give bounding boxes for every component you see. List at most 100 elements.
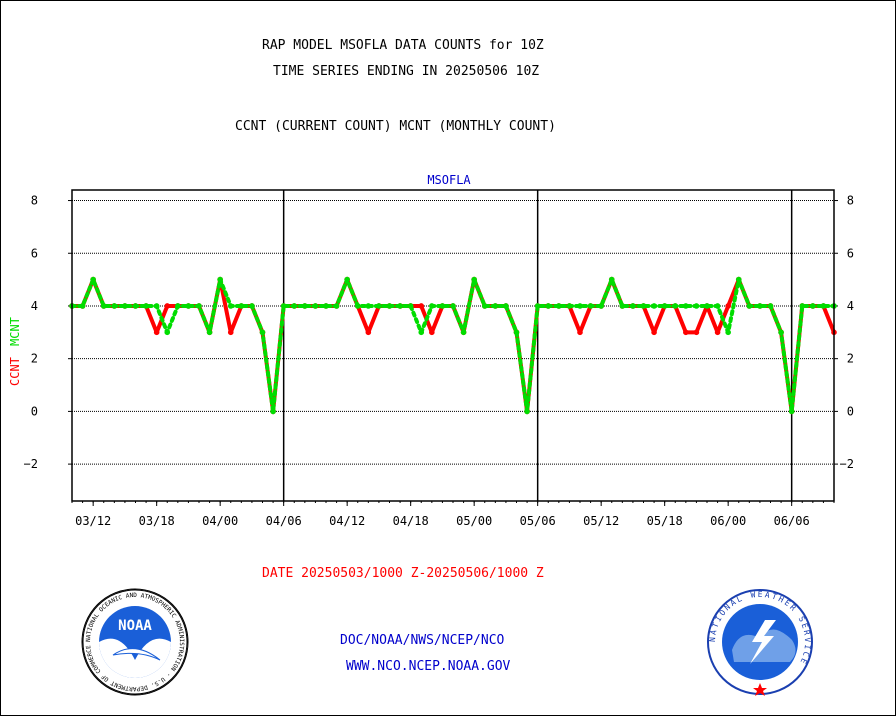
data-point-mcnt — [238, 303, 245, 309]
xtick-label: 05/18 — [647, 514, 683, 528]
data-point-mcnt — [608, 276, 615, 283]
data-point-mcnt — [683, 303, 689, 309]
data-point-mcnt — [513, 329, 520, 336]
chart-title-line1: RAP MODEL MSOFLA DATA COUNTS for 10Z — [262, 38, 544, 53]
data-point-ccnt — [714, 329, 721, 336]
data-point-mcnt — [619, 303, 626, 309]
ytick-label-left: 0 — [31, 404, 38, 418]
data-point-mcnt — [545, 303, 552, 309]
ytick-label-right: −2 — [840, 457, 854, 471]
data-point-mcnt — [746, 303, 753, 309]
data-point-mcnt — [344, 276, 350, 283]
data-point-mcnt — [312, 303, 319, 309]
xtick-label: 05/06 — [520, 514, 556, 528]
date-range: DATE 20250503/1000 Z-20250506/1000 Z — [262, 566, 544, 581]
data-point-mcnt — [460, 329, 467, 336]
data-point-mcnt — [270, 408, 276, 415]
data-point-mcnt — [365, 303, 372, 309]
xtick-label: 03/18 — [139, 514, 175, 528]
data-point-mcnt — [757, 303, 763, 309]
data-point-ccnt — [418, 303, 425, 309]
ytick-label-left: 4 — [31, 299, 38, 313]
data-point-mcnt — [735, 276, 742, 283]
data-point-mcnt — [418, 329, 425, 336]
data-point-mcnt — [566, 303, 573, 309]
org-path: DOC/NOAA/NWS/NCEP/NCO — [340, 633, 505, 648]
data-point-mcnt — [206, 329, 213, 336]
ytick-label-left: 6 — [31, 246, 38, 260]
data-point-mcnt — [100, 303, 107, 309]
data-point-mcnt — [429, 303, 435, 309]
data-point-mcnt — [788, 408, 795, 415]
data-point-mcnt — [556, 303, 562, 309]
data-point-mcnt — [471, 276, 477, 283]
noaa-logo: NOAA NATIONAL OCEANIC AND ATMOSPHERIC AD… — [81, 588, 189, 696]
ytick-label-right: 6 — [847, 246, 854, 260]
data-point-mcnt — [217, 276, 223, 283]
data-point-mcnt — [376, 303, 382, 309]
data-point-ccnt — [651, 329, 657, 336]
data-point-mcnt — [439, 303, 446, 309]
data-point-mcnt — [397, 303, 403, 309]
station-title: MSOFLA — [427, 173, 471, 187]
data-point-mcnt — [90, 276, 96, 283]
data-point-mcnt — [302, 303, 308, 309]
data-point-mcnt — [577, 303, 583, 309]
ytick-label-right: 0 — [847, 404, 854, 418]
data-point-mcnt — [111, 303, 118, 309]
data-point-ccnt — [429, 329, 435, 336]
data-point-mcnt — [630, 303, 636, 309]
data-point-mcnt — [778, 329, 784, 336]
data-point-mcnt — [503, 303, 509, 309]
data-point-ccnt — [153, 329, 160, 336]
series-line-ccnt — [70, 277, 836, 414]
data-point-mcnt — [132, 303, 139, 309]
data-point-ccnt — [227, 329, 234, 336]
data-point-ccnt — [725, 303, 731, 309]
ytick-label-left: −2 — [24, 457, 38, 471]
ytick-label-right: 8 — [847, 194, 854, 208]
data-point-mcnt — [640, 303, 647, 309]
website-link[interactable]: WWW.NCO.NCEP.NOAA.GOV — [346, 659, 511, 674]
data-point-mcnt — [481, 303, 488, 309]
xtick-label: 06/00 — [710, 514, 746, 528]
xtick-label: 06/06 — [774, 514, 810, 528]
plot-area-border — [71, 189, 835, 502]
xtick-label: 04/06 — [266, 514, 302, 528]
data-point-mcnt — [524, 408, 530, 415]
data-point-mcnt — [820, 303, 827, 309]
data-point-mcnt — [672, 303, 679, 309]
xtick-label: 04/18 — [393, 514, 429, 528]
chart-title-line2: TIME SERIES ENDING IN 20250506 10Z — [273, 64, 540, 79]
data-point-mcnt — [280, 303, 287, 309]
data-point-mcnt — [661, 303, 668, 309]
series-line-mcnt — [70, 277, 836, 414]
ytick-label-left: 2 — [31, 352, 38, 366]
data-point-mcnt — [122, 303, 128, 309]
data-point-mcnt — [249, 303, 255, 309]
data-point-mcnt — [810, 303, 816, 309]
data-point-ccnt — [683, 329, 689, 336]
data-point-mcnt — [799, 303, 806, 309]
data-point-mcnt — [79, 303, 86, 309]
xtick-label: 04/12 — [329, 514, 365, 528]
data-point-mcnt — [185, 303, 192, 309]
ytick-label-left: 8 — [31, 194, 38, 208]
noaa-logo-text: NOAA — [118, 618, 152, 634]
data-point-mcnt — [693, 303, 700, 309]
data-point-mcnt — [386, 303, 393, 309]
data-point-mcnt — [175, 303, 181, 309]
xtick-label: 05/00 — [456, 514, 492, 528]
xtick-label: 04/00 — [202, 514, 238, 528]
data-point-mcnt — [153, 303, 160, 309]
data-point-mcnt — [725, 329, 731, 336]
data-point-mcnt — [143, 303, 149, 309]
ylabel-mcnt: MCNT — [8, 317, 22, 346]
chart-subtitle: CCNT (CURRENT COUNT) MCNT (MONTHLY COUNT… — [235, 119, 556, 134]
data-point-mcnt — [704, 303, 710, 309]
data-point-mcnt — [259, 329, 266, 336]
data-point-mcnt — [323, 303, 329, 309]
data-point-mcnt — [767, 303, 774, 309]
data-point-mcnt — [492, 303, 499, 309]
data-point-mcnt — [164, 329, 171, 336]
